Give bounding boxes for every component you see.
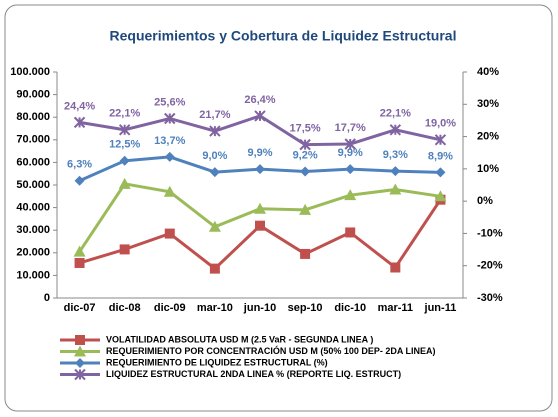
data-point: [299, 138, 311, 151]
data-point: [164, 228, 175, 239]
data-label: 6,3%: [67, 159, 92, 171]
data-point: [300, 248, 311, 259]
y2-tick-label: 40%: [477, 66, 499, 78]
y-tick-label: 50.000: [16, 179, 50, 191]
x-tick-label: sep-10: [288, 302, 323, 314]
y2-tick-label: -10%: [477, 227, 503, 239]
data-label: 9,2%: [293, 149, 318, 161]
data-point: [73, 116, 86, 129]
data-point: [255, 164, 265, 175]
x-tick-label: dic-07: [64, 302, 96, 314]
data-point: [434, 190, 447, 202]
data-label: 9,9%: [247, 147, 272, 159]
x-tick-label: dic-10: [334, 302, 366, 314]
data-label: 17,5%: [290, 123, 321, 135]
y-tick-label: 20.000: [16, 247, 50, 259]
data-point: [434, 134, 447, 146]
y-tick-label: 40.000: [16, 202, 50, 214]
data-point: [164, 151, 175, 162]
data-label: 21,7%: [199, 109, 230, 121]
legend-marker: [75, 358, 85, 368]
y-tick-label: 10.000: [16, 269, 50, 281]
data-label: 22,1%: [109, 108, 140, 120]
legend-marker: [74, 368, 86, 381]
data-point: [118, 124, 131, 136]
x-tick-label: dic-08: [109, 302, 141, 314]
data-point: [390, 262, 401, 273]
data-point: [209, 167, 220, 178]
data-label: 24,4%: [64, 100, 95, 112]
legend-label: VOLATILIDAD ABSOLUTA USD M (2.5 VaR - SE…: [106, 334, 373, 344]
legend-marker: [75, 335, 85, 345]
legend-label: LIQUIDEZ ESTRUCTURAL 2NDA LINEA % (REPOR…: [106, 369, 401, 379]
data-label: 26,4%: [244, 94, 275, 106]
y-tick-label: 30.000: [16, 224, 50, 236]
data-point: [74, 257, 85, 268]
data-point: [389, 183, 402, 195]
y2-tick-label: -30%: [477, 292, 503, 304]
data-point: [74, 175, 85, 186]
y2-tick-label: 30%: [477, 98, 499, 110]
data-label: 12,5%: [109, 139, 140, 151]
data-point: [163, 185, 176, 197]
x-tick-label: jun-10: [243, 302, 276, 314]
x-tick-label: jun-11: [424, 302, 457, 314]
data-point: [345, 227, 356, 238]
y-tick-label: 90.000: [16, 89, 50, 101]
chart-title: Requerimientos y Cobertura de Liquidez E…: [110, 28, 457, 44]
data-point: [254, 202, 266, 214]
data-point: [435, 167, 446, 178]
y-tick-label: 60.000: [16, 156, 50, 168]
y2-tick-label: 10%: [477, 163, 499, 175]
data-point: [164, 112, 176, 125]
legend-label: REQUERIMIENTO POR CONCENTRACIÓN USD M (5…: [106, 345, 436, 356]
data-label: 19,0%: [425, 118, 456, 130]
x-tick-label: dic-09: [154, 302, 186, 314]
data-point: [119, 244, 130, 255]
data-point: [118, 177, 131, 189]
data-label: 8,9%: [428, 150, 453, 162]
data-point: [389, 124, 402, 136]
data-point: [254, 110, 266, 122]
data-label: 22,1%: [380, 108, 411, 120]
y2-tick-label: 0%: [477, 195, 493, 207]
data-label: 9,0%: [202, 150, 227, 162]
y-tick-label: 0: [44, 292, 50, 304]
data-point: [390, 166, 401, 177]
data-point: [209, 263, 220, 274]
data-point: [345, 164, 356, 175]
legend-label: REQUERIMIENTO DE LIQUIDEZ ESTRUCTURAL (%…: [106, 357, 328, 367]
data-point: [209, 125, 221, 137]
data-point: [208, 220, 221, 232]
data-point: [73, 245, 86, 257]
data-point: [119, 155, 130, 166]
x-tick-label: mar-11: [378, 302, 413, 314]
data-point: [299, 203, 312, 215]
data-label: 13,7%: [154, 135, 185, 147]
data-point: [344, 189, 357, 201]
legend-marker: [74, 345, 86, 357]
x-tick-label: mar-10: [197, 302, 233, 314]
data-label: 9,3%: [383, 149, 408, 161]
data-label: 25,6%: [154, 96, 185, 108]
y2-tick-label: 20%: [477, 130, 499, 142]
data-point: [255, 220, 265, 231]
data-point: [300, 166, 311, 177]
y-tick-label: 80.000: [16, 111, 50, 123]
y-tick-label: 100.000: [10, 66, 50, 78]
data-point: [344, 138, 356, 150]
data-label: 17,7%: [335, 122, 366, 134]
y-tick-label: 70.000: [16, 134, 50, 146]
y2-tick-label: -20%: [477, 260, 503, 272]
data-label: 9,9%: [338, 147, 363, 159]
